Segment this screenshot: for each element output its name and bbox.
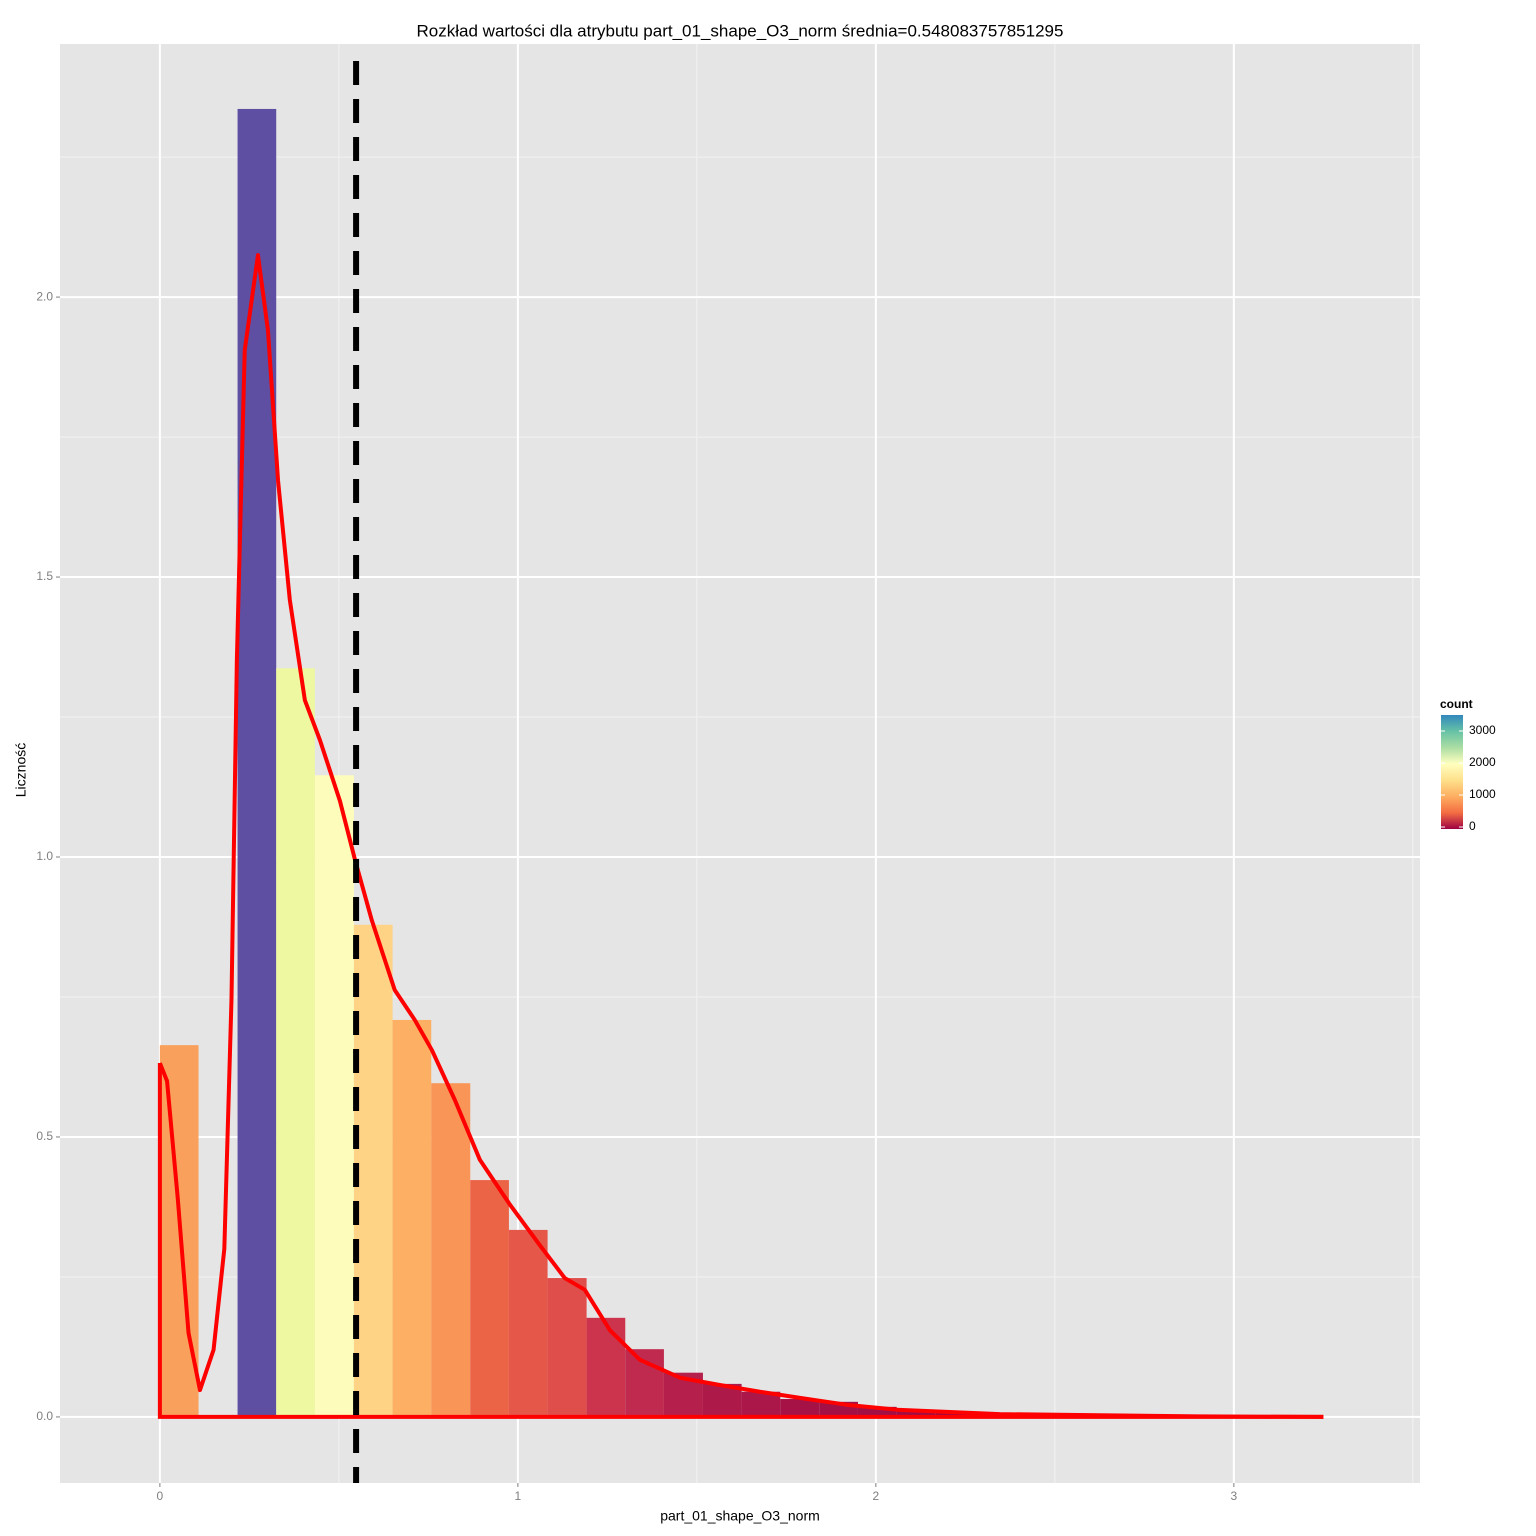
bar [741, 1391, 781, 1417]
y-tick-label: 0.5 [36, 1129, 53, 1143]
bar [392, 1019, 432, 1417]
bar [353, 924, 393, 1417]
x-tick-label: 2 [873, 1489, 880, 1503]
y-tick-label: 1.5 [36, 569, 53, 583]
bar [625, 1349, 664, 1417]
x-tick-label: 1 [515, 1489, 522, 1503]
bar [896, 1410, 936, 1417]
colorbar-tick-label: 3000 [1469, 723, 1496, 737]
y-tick-label: 0.0 [36, 1409, 53, 1423]
colorbar-tick-label: 2000 [1469, 755, 1496, 769]
bar [857, 1406, 897, 1417]
bar [276, 668, 315, 1417]
bar [237, 108, 277, 1417]
x-tick-label: 0 [157, 1489, 164, 1503]
chart-title: Rozkład wartości dla atrybutu part_01_sh… [417, 21, 1064, 40]
y-axis-title: Liczność [13, 743, 29, 797]
y-tick-label: 2.0 [36, 289, 53, 303]
x-axis-title: part_01_shape_O3_norm [660, 1508, 820, 1524]
y-tick-label: 1.0 [36, 849, 53, 863]
legend-title: count [1440, 697, 1473, 711]
colorbar [1441, 715, 1463, 829]
bar [470, 1180, 509, 1417]
density-line [158, 253, 1324, 1419]
bar [431, 1083, 471, 1417]
bar [935, 1411, 975, 1417]
x-tick-label: 3 [1231, 1489, 1238, 1503]
colorbar-tick-label: 1000 [1469, 787, 1496, 801]
bar [586, 1317, 626, 1417]
colorbar-tick-label: 0 [1469, 819, 1476, 833]
bar [314, 775, 354, 1417]
bar [547, 1278, 587, 1417]
bar [780, 1399, 820, 1417]
bar [508, 1229, 548, 1417]
density-baseline [157, 1063, 1324, 1419]
